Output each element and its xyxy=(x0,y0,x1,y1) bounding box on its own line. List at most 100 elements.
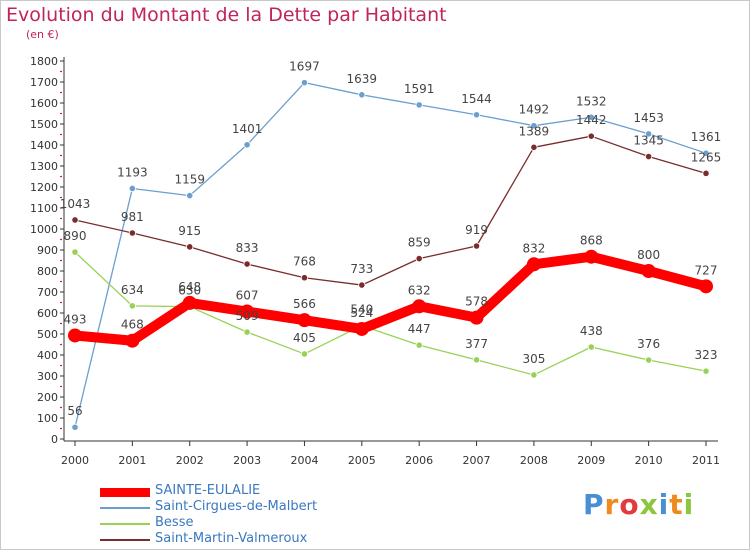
y-tick-label: 300 xyxy=(37,370,58,383)
legend-label: SAINTE-EULALIE xyxy=(155,483,261,498)
data-label: 919 xyxy=(465,223,488,237)
data-label: 438 xyxy=(580,324,603,338)
data-label: 305 xyxy=(522,352,545,366)
data-label: 859 xyxy=(408,236,431,250)
data-point xyxy=(240,304,255,319)
chart-title: Evolution du Montant de la Dette par Hab… xyxy=(6,4,447,26)
data-point xyxy=(354,321,369,336)
data-label: 323 xyxy=(695,348,718,362)
data-label: 405 xyxy=(293,331,316,345)
data-point xyxy=(587,343,595,351)
x-tick-label: 2001 xyxy=(118,454,146,467)
data-label: 1532 xyxy=(576,94,607,108)
data-label: 634 xyxy=(121,283,144,297)
data-label: 768 xyxy=(293,255,316,269)
chart-unit-label: (en €) xyxy=(26,28,59,41)
data-point xyxy=(530,371,538,379)
data-label: 493 xyxy=(64,312,87,326)
data-label: 578 xyxy=(465,295,488,309)
x-tick-label: 2008 xyxy=(520,454,548,467)
data-label: 566 xyxy=(293,297,316,311)
x-tick-label: 2007 xyxy=(463,454,491,467)
x-tick-label: 2009 xyxy=(577,454,605,467)
data-point xyxy=(645,152,653,161)
data-point xyxy=(526,257,541,272)
data-label: 1265 xyxy=(691,150,722,164)
data-point xyxy=(358,91,366,99)
data-point xyxy=(300,274,309,282)
data-point xyxy=(587,113,595,121)
data-point xyxy=(71,248,79,256)
data-label: 1544 xyxy=(461,92,492,106)
data-label: 1043 xyxy=(60,197,91,211)
x-tick-label: 2005 xyxy=(348,454,376,467)
logo-letter: i xyxy=(683,488,695,521)
data-point xyxy=(412,299,427,314)
logo-letter: t xyxy=(669,488,684,521)
data-label: 1389 xyxy=(519,124,550,138)
y-tick-label: 600 xyxy=(37,307,58,320)
data-label: 733 xyxy=(350,262,373,276)
data-label: 1159 xyxy=(174,173,205,187)
data-point xyxy=(645,356,653,364)
data-point xyxy=(297,313,312,328)
data-point xyxy=(415,101,423,109)
x-tick-label: 2003 xyxy=(233,454,261,467)
data-point xyxy=(699,279,713,294)
logo-letter: x xyxy=(639,488,659,521)
data-point xyxy=(243,260,251,268)
data-point xyxy=(530,122,538,130)
y-tick-label: 1500 xyxy=(30,118,58,131)
data-label: 447 xyxy=(408,322,431,336)
legend-swatch xyxy=(100,487,150,497)
data-label: 1193 xyxy=(117,165,148,179)
data-point xyxy=(645,130,653,138)
legend-label: Saint-Martin-Valmeroux xyxy=(155,531,308,546)
data-label: 1492 xyxy=(519,103,550,117)
y-tick-label: 1700 xyxy=(30,76,58,89)
data-label: 832 xyxy=(522,241,545,255)
y-tick-label: 1200 xyxy=(30,181,58,194)
data-label: 800 xyxy=(637,248,660,262)
data-label: 56 xyxy=(67,404,82,418)
logo-letter: P xyxy=(583,488,605,521)
data-point xyxy=(702,169,710,177)
data-point xyxy=(186,192,194,200)
data-point xyxy=(71,423,79,431)
series-line-saint-cirgues-de-malbert xyxy=(74,81,707,428)
y-tick-label: 1300 xyxy=(30,160,58,173)
data-label: 1697 xyxy=(289,60,320,74)
data-label: 540 xyxy=(350,303,373,317)
data-label: 468 xyxy=(121,318,144,332)
data-point xyxy=(472,111,481,119)
data-point xyxy=(300,350,309,358)
x-tick-label: 2004 xyxy=(290,454,318,467)
logo-letter: i xyxy=(658,488,670,521)
data-point xyxy=(469,310,484,325)
data-point xyxy=(243,141,251,149)
data-label: 377 xyxy=(465,337,488,351)
series-line-saint-martin-valmeroux xyxy=(74,135,707,286)
data-point xyxy=(71,216,79,224)
logo-letter: r xyxy=(604,488,620,521)
data-point xyxy=(358,281,366,289)
x-tick-label: 2006 xyxy=(405,454,433,467)
data-label: 890 xyxy=(64,229,87,243)
data-point xyxy=(415,255,423,263)
data-label: 509 xyxy=(236,309,259,323)
data-label: 376 xyxy=(637,337,660,351)
data-point xyxy=(472,242,481,250)
data-point xyxy=(300,79,309,87)
data-label: 1442 xyxy=(576,113,607,127)
data-point xyxy=(128,184,136,193)
y-tick-label: 0 xyxy=(51,433,58,446)
y-tick-label: 1600 xyxy=(30,97,58,110)
y-tick-label: 800 xyxy=(37,265,58,278)
y-tick-label: 500 xyxy=(37,328,58,341)
data-label: 981 xyxy=(121,210,144,224)
data-point xyxy=(530,143,538,151)
y-tick-label: 400 xyxy=(37,349,58,362)
proxiti-logo: Proxiti xyxy=(583,488,694,521)
